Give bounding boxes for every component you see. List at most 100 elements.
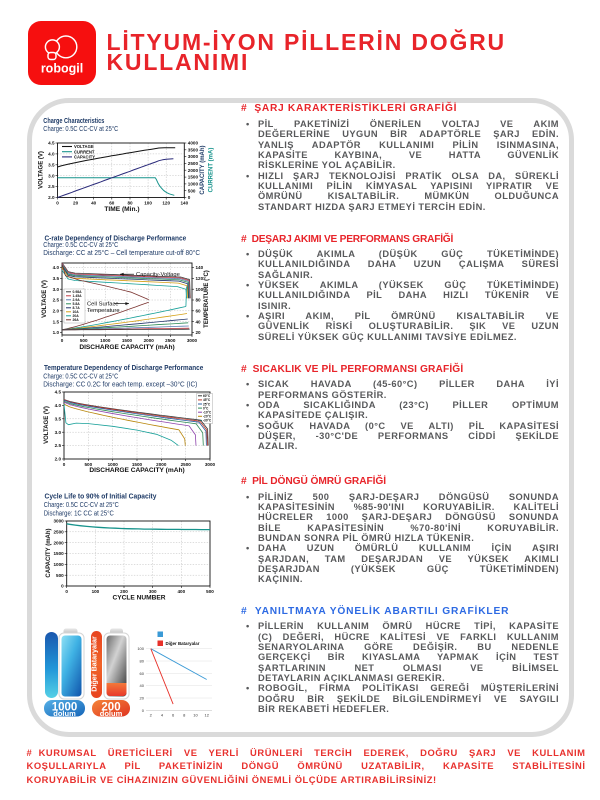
svg-text:40: 40 (140, 683, 145, 688)
svg-text:Charge: 0.5C CC-CV at 25°C: Charge: 0.5C CC-CV at 25°C (43, 124, 118, 133)
svg-text:0.98A: 0.98A (73, 290, 83, 294)
svg-text:1000: 1000 (53, 562, 64, 567)
svg-text:Temperature: Temperature (87, 308, 120, 314)
svg-text:Capacity-Voltage: Capacity-Voltage (136, 272, 180, 278)
svg-text:4.0: 4.0 (48, 152, 55, 157)
svg-text:2.0: 2.0 (55, 457, 62, 462)
svg-text:45°C: 45°C (203, 398, 211, 402)
svg-text:500: 500 (206, 589, 214, 594)
svg-text:Charge: 0.5C CC-CV at 25°C: Charge: 0.5C CC-CV at 25°C (43, 240, 118, 249)
svg-text:1500: 1500 (132, 462, 143, 467)
svg-text:Cycle Life to 90% of Initial C: Cycle Life to 90% of Initial Capacity (45, 492, 158, 501)
svg-text:2.5: 2.5 (55, 443, 62, 448)
svg-text:0: 0 (61, 338, 64, 343)
svg-text:140: 140 (180, 201, 188, 206)
svg-text:3.5: 3.5 (53, 276, 60, 281)
svg-text:40: 40 (91, 201, 97, 206)
svg-text:3.0: 3.0 (53, 287, 60, 292)
svg-text:80: 80 (140, 659, 145, 664)
svg-text:20A: 20A (73, 314, 80, 318)
svg-text:dolum: dolum (100, 709, 123, 718)
svg-text:60: 60 (109, 201, 115, 206)
svg-text:0: 0 (142, 708, 145, 713)
svg-text:2: 2 (150, 713, 153, 718)
svg-text:2500: 2500 (181, 462, 192, 467)
svg-text:dolum: dolum (53, 709, 76, 718)
svg-text:4.5: 4.5 (48, 141, 55, 146)
svg-text:20: 20 (196, 330, 202, 335)
svg-text:300: 300 (149, 589, 157, 594)
svg-text:4.5: 4.5 (55, 390, 62, 395)
svg-text:40: 40 (196, 319, 202, 324)
svg-text:8: 8 (183, 713, 186, 718)
svg-text:1000: 1000 (52, 702, 78, 714)
svg-text:2.5: 2.5 (53, 298, 60, 303)
svg-text:140: 140 (196, 265, 204, 270)
svg-text:0: 0 (56, 201, 59, 206)
svg-text:VOLTAGE: VOLTAGE (74, 144, 94, 149)
svg-text:2000: 2000 (156, 462, 167, 467)
svg-text:C-rate Dependency of Discharge: C-rate Dependency of Discharge Performan… (45, 234, 187, 243)
svg-text:TIME (Min.): TIME (Min.) (104, 206, 139, 213)
svg-text:2500: 2500 (188, 161, 199, 166)
svg-text:1.0: 1.0 (53, 330, 60, 335)
svg-text:3.5: 3.5 (55, 416, 62, 421)
svg-text:3000: 3000 (187, 338, 198, 343)
svg-text:3000: 3000 (53, 519, 64, 524)
svg-text:2.0: 2.0 (48, 195, 55, 200)
svg-text:10A: 10A (73, 310, 80, 314)
svg-text:4.0: 4.0 (55, 403, 62, 408)
svg-text:80: 80 (127, 201, 133, 206)
svg-text:500: 500 (188, 188, 196, 193)
svg-text:5.8A: 5.8A (73, 302, 81, 306)
svg-text:CYCLE NUMBER: CYCLE NUMBER (112, 595, 165, 602)
svg-text:60: 60 (196, 308, 202, 313)
svg-text:3000: 3000 (188, 154, 199, 159)
svg-text:VOLTAGE (V): VOLTAGE (V) (42, 280, 48, 318)
svg-text:0: 0 (188, 195, 191, 200)
svg-text:2000: 2000 (188, 168, 199, 173)
svg-text:2000: 2000 (144, 338, 155, 343)
svg-text:80: 80 (196, 298, 202, 303)
svg-text:3.0: 3.0 (48, 173, 55, 178)
svg-text:4.0: 4.0 (53, 265, 60, 270)
svg-text:Temperature Dependency of Disc: Temperature Dependency of Discharge Perf… (44, 363, 203, 372)
svg-text:CURRENT: CURRENT (74, 149, 95, 154)
svg-text:DISCHARGE CAPACITY (mAh): DISCHARGE CAPACITY (mAh) (79, 344, 174, 351)
svg-text:-10°C: -10°C (203, 411, 212, 415)
svg-text:2.9A: 2.9A (73, 298, 81, 302)
svg-text:1.45A: 1.45A (73, 294, 83, 298)
svg-text:400: 400 (177, 589, 185, 594)
svg-text:500: 500 (56, 573, 64, 578)
svg-text:200: 200 (120, 589, 128, 594)
svg-text:26A: 26A (73, 318, 80, 322)
svg-text:2000: 2000 (53, 540, 64, 545)
svg-text:VOLTAGE (V): VOLTAGE (V) (39, 151, 45, 189)
svg-text:2.0: 2.0 (53, 308, 60, 313)
svg-text:-30°C: -30°C (203, 419, 212, 423)
svg-text:Charge: 0.5C CC-CV at 25°C: Charge: 0.5C CC-CV at 25°C (44, 500, 119, 509)
svg-text:25°C: 25°C (203, 402, 211, 406)
svg-text:4: 4 (161, 713, 164, 718)
svg-text:1.5: 1.5 (53, 319, 60, 324)
svg-text:Diğer Bataryalar: Diğer Bataryalar (90, 636, 99, 692)
svg-text:2500: 2500 (53, 529, 64, 534)
svg-text:DISCHARGE CAPACITY (mAh): DISCHARGE CAPACITY (mAh) (89, 467, 184, 474)
svg-text:0: 0 (63, 462, 66, 467)
svg-text:robogil: robogil (41, 62, 83, 76)
svg-text:3.5: 3.5 (48, 162, 55, 167)
svg-text:0: 0 (61, 584, 64, 589)
svg-text:12: 12 (204, 713, 209, 718)
svg-text:CAPACITY (mAh): CAPACITY (mAh) (46, 528, 52, 577)
svg-text:1500: 1500 (53, 551, 64, 556)
svg-text:60°C: 60°C (203, 394, 211, 398)
svg-text:6: 6 (172, 713, 175, 718)
svg-text:20: 20 (140, 696, 145, 701)
svg-text:8.7A: 8.7A (73, 306, 81, 310)
svg-text:100: 100 (196, 287, 204, 292)
svg-text:100: 100 (92, 589, 100, 594)
svg-text:0: 0 (65, 589, 68, 594)
svg-text:1000: 1000 (100, 338, 111, 343)
svg-text:TEMPERATURE (°C): TEMPERATURE (°C) (204, 270, 210, 328)
svg-text:3500: 3500 (188, 147, 199, 152)
